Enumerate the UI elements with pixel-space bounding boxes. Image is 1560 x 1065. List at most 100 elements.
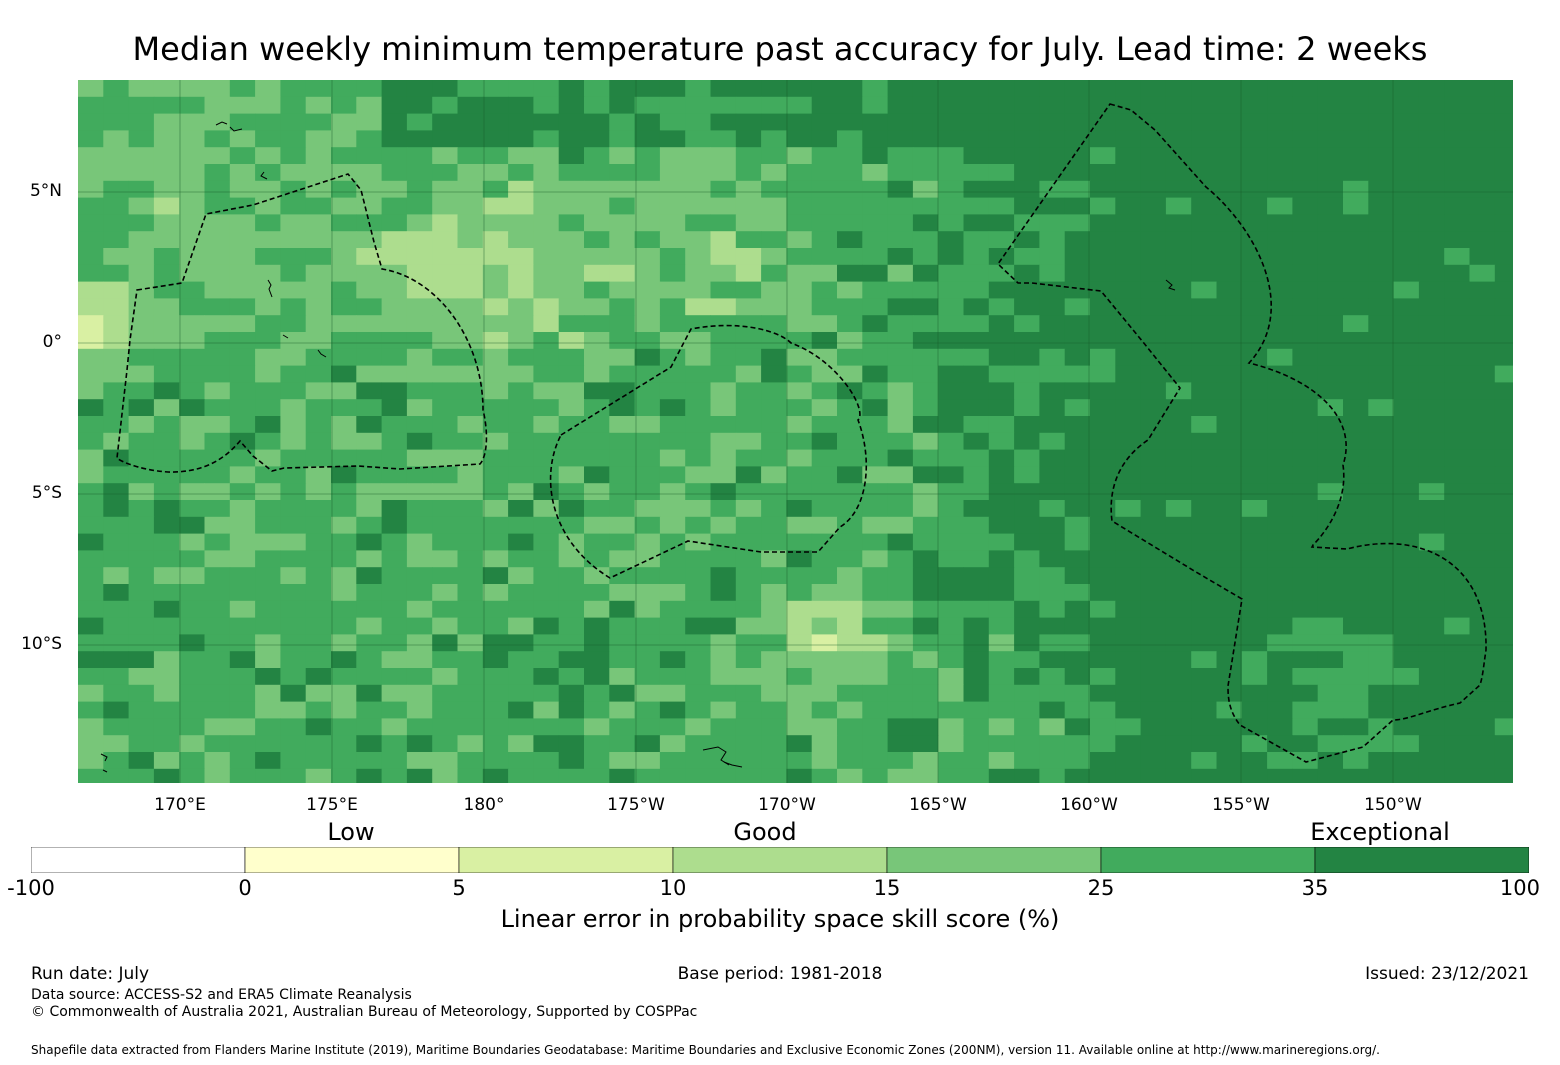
map-cell [735, 449, 762, 467]
map-cell [1140, 248, 1167, 266]
map-cell [558, 550, 585, 568]
map-cell [1418, 735, 1445, 753]
map-cell [179, 197, 205, 215]
map-cell [432, 718, 458, 736]
map-cell [1343, 365, 1369, 383]
map-cell [1494, 449, 1513, 467]
map-cell [1115, 500, 1142, 518]
map-cell [305, 80, 332, 98]
map-cell [1444, 315, 1470, 333]
map-cell [887, 382, 914, 400]
map-cell [558, 264, 585, 283]
map-cell [609, 214, 636, 232]
map-cell [735, 80, 762, 98]
map-cell [1014, 382, 1040, 400]
map-cell [356, 550, 383, 568]
map-cell [1014, 432, 1040, 451]
map-cell [331, 735, 357, 753]
map-cell [988, 197, 1015, 215]
map-cell [103, 365, 130, 383]
map-cell [1039, 718, 1066, 736]
map-cell [331, 80, 357, 98]
map-cell [179, 113, 205, 131]
map-cell [1292, 516, 1319, 535]
map-cell [1368, 617, 1395, 635]
map-cell [508, 500, 534, 518]
map-cell [862, 315, 889, 333]
map-cell [432, 651, 458, 669]
map-cell [735, 281, 762, 299]
map-cell [381, 600, 408, 619]
map-cell [837, 399, 863, 417]
map-cell [508, 365, 534, 383]
map-cell [558, 197, 585, 215]
map-cell [432, 768, 458, 783]
map-cell [204, 466, 231, 484]
map-cell [1216, 483, 1243, 501]
map-cell [457, 80, 484, 98]
map-cell [432, 264, 458, 283]
map-cell [255, 96, 281, 115]
map-cell [1115, 701, 1142, 719]
map-cell [381, 382, 408, 400]
map-cell [305, 432, 332, 451]
map-cell [786, 80, 813, 98]
map-cell [786, 231, 813, 249]
map-cell [1343, 651, 1369, 669]
map-cell [128, 735, 155, 753]
map-cell [837, 634, 863, 652]
map-cell [153, 382, 180, 400]
map-cell [1115, 567, 1142, 585]
map-cell [912, 516, 939, 535]
map-cell [508, 113, 534, 131]
map-cell [584, 164, 610, 182]
colorbar-tick: 100 [1499, 876, 1540, 900]
map-cell [1267, 164, 1293, 182]
map-cell [1368, 231, 1395, 249]
map-cell [457, 752, 484, 770]
map-cell [1115, 651, 1142, 669]
map-cell [229, 651, 256, 669]
map-cell [735, 231, 762, 249]
map-cell [1368, 416, 1395, 434]
map-cell [406, 735, 433, 753]
map-cell [381, 130, 408, 148]
map-cell [1191, 147, 1217, 165]
map-cell [1292, 348, 1319, 367]
map-cell [1064, 483, 1091, 501]
map-cell [1165, 684, 1192, 703]
map-cell [1368, 365, 1395, 383]
map-cell [229, 248, 256, 266]
map-cell [356, 348, 383, 367]
map-cell [331, 701, 357, 719]
map-cell [558, 651, 585, 669]
map-cell [1241, 248, 1268, 266]
map-cell [761, 466, 787, 484]
map-cell [988, 684, 1015, 703]
map-cell [862, 701, 889, 719]
map-cell [1368, 248, 1395, 266]
map-cell [482, 634, 509, 652]
map-cell [1444, 768, 1470, 783]
map-cell [229, 315, 256, 333]
map-cell [811, 466, 838, 484]
map-cell [735, 130, 762, 148]
map-cell [432, 231, 458, 249]
map-cell [1343, 550, 1369, 568]
map-cell [634, 516, 661, 535]
map-cell [508, 298, 534, 316]
map-cell [1494, 214, 1513, 232]
map-cell [963, 533, 990, 551]
colorbar-segment [1314, 846, 1530, 874]
map-cell [912, 332, 939, 350]
map-cell [103, 281, 130, 299]
map-cell [1115, 416, 1142, 434]
map-cell [1393, 197, 1420, 215]
map-cell [1090, 432, 1116, 451]
map-cell [508, 668, 534, 686]
map-cell [1393, 80, 1420, 98]
map-cell [1317, 768, 1344, 783]
map-cell [938, 684, 964, 703]
map-cell [1064, 567, 1091, 585]
map-cell [1343, 449, 1369, 467]
